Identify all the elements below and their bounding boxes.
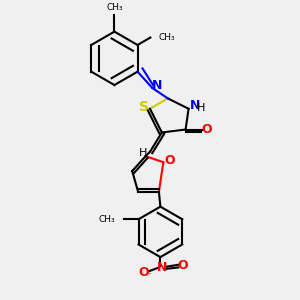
- Text: S: S: [139, 100, 149, 114]
- Text: H: H: [197, 103, 205, 112]
- Text: N: N: [157, 261, 167, 274]
- Text: ⁻: ⁻: [145, 272, 151, 282]
- Text: CH₃: CH₃: [106, 2, 123, 11]
- Text: CH₃: CH₃: [98, 215, 115, 224]
- Text: O: O: [164, 154, 175, 167]
- Text: CH₃: CH₃: [159, 33, 175, 42]
- Text: H: H: [139, 148, 148, 158]
- Text: O: O: [201, 123, 212, 136]
- Text: N: N: [190, 99, 200, 112]
- Text: N: N: [152, 79, 163, 92]
- Text: O: O: [138, 266, 149, 279]
- Text: O: O: [177, 260, 188, 272]
